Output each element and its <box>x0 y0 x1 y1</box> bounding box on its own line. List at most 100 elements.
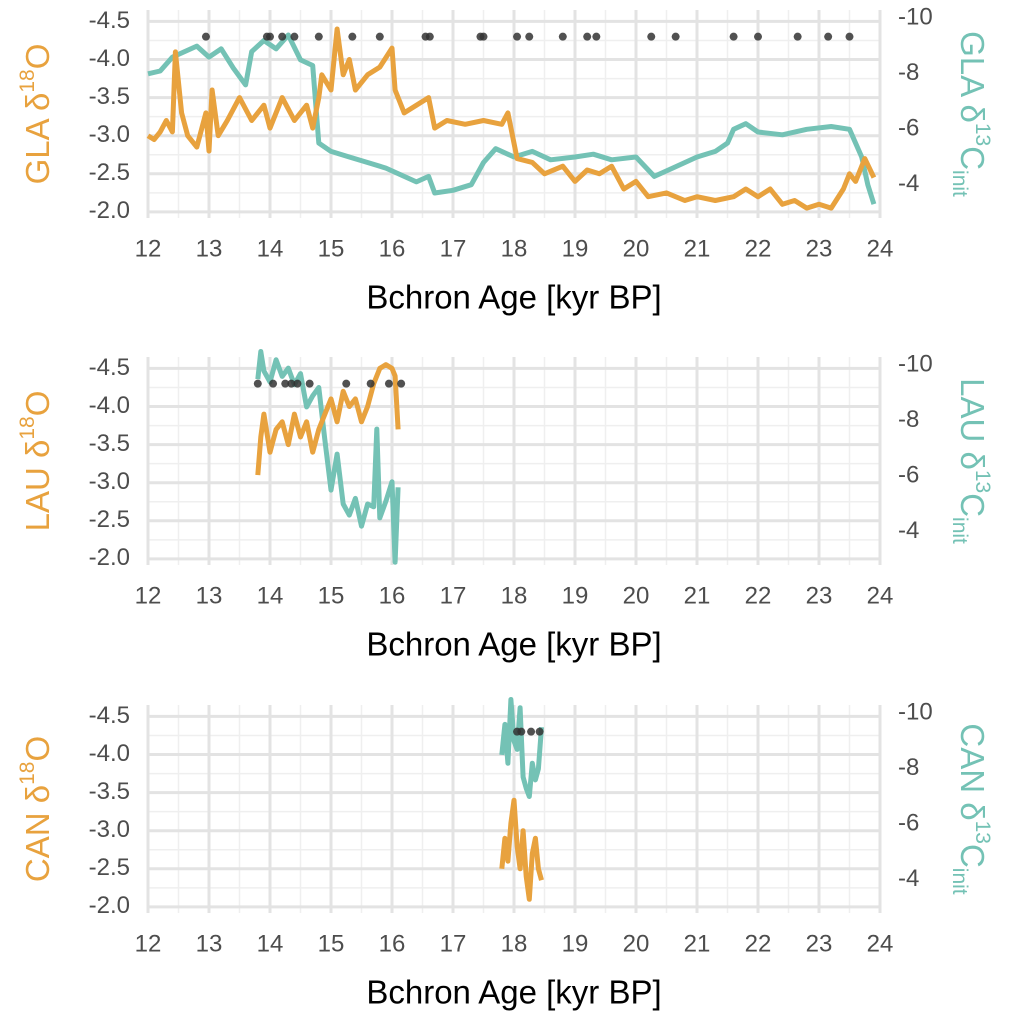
y2-tick-label: -4 <box>898 170 919 197</box>
axis-title-part: CAN δ <box>954 723 991 820</box>
panel: 12 13 14 15 16 17 18 19 20 21 22 23 24 -4.5 -4.0 -3.5 -3… <box>89 697 933 1011</box>
age-point <box>253 379 262 388</box>
x-tick-label: 24 <box>867 930 894 957</box>
axis-title-part: GLA δ <box>954 31 991 123</box>
age-point <box>384 379 393 388</box>
age-point <box>314 32 323 41</box>
y2-tick-label: -10 <box>898 699 933 726</box>
x-tick-label: 19 <box>562 930 589 957</box>
x-axis-title: Bchron Age [kyr BP] <box>366 626 661 663</box>
y-tick-label: -3.5 <box>89 778 130 805</box>
x-tick-label: 14 <box>257 930 284 957</box>
age-point <box>793 32 802 41</box>
y2-tick-label: -8 <box>898 754 919 781</box>
x-tick-label: 17 <box>440 582 467 609</box>
age-point <box>397 379 406 388</box>
axis-title-part: O <box>19 391 56 417</box>
x-tick-label: 22 <box>745 930 772 957</box>
age-point <box>305 379 314 388</box>
x-tick-label: 21 <box>684 582 711 609</box>
y-tick-label: -4.5 <box>89 7 130 34</box>
age-point <box>583 32 592 41</box>
axis-title-part: O <box>19 736 56 762</box>
y-tick-label: -2.5 <box>89 506 130 533</box>
x-tick-label: 12 <box>135 235 162 262</box>
x-tick-label: 24 <box>867 235 894 262</box>
age-point <box>479 32 488 41</box>
age-point <box>201 32 210 41</box>
axis-title-part: 13 <box>971 123 994 146</box>
age-point <box>290 32 299 41</box>
age-point <box>425 32 434 41</box>
age-point <box>558 32 567 41</box>
age-point <box>348 32 357 41</box>
age-point <box>281 379 290 388</box>
x-tick-label: 13 <box>196 930 223 957</box>
y-tick-label: -2.5 <box>89 159 130 186</box>
age-point <box>525 32 534 41</box>
axis-title-part: init <box>948 517 971 544</box>
y2-tick-label: -8 <box>898 59 919 86</box>
age-point <box>375 32 384 41</box>
axis-title-part: init <box>948 868 971 895</box>
age-point <box>647 32 656 41</box>
age-point <box>754 32 762 41</box>
series-line <box>499 697 544 799</box>
y2-tick-label: -6 <box>898 115 919 142</box>
axis-title: LAU δ13Cinit <box>948 378 994 544</box>
x-tick-label: 20 <box>623 235 650 262</box>
x-tick-label: 15 <box>318 582 345 609</box>
axis-title-part: 18 <box>16 762 39 785</box>
axis-title-part: 18 <box>16 416 39 439</box>
y-tick-label: -3.0 <box>89 121 130 148</box>
x-tick-label: 21 <box>684 930 711 957</box>
age-point <box>535 727 544 736</box>
y2-tick-label: -4 <box>898 517 919 544</box>
age-point <box>845 32 854 41</box>
series-line <box>255 349 401 565</box>
age-point <box>266 32 274 41</box>
age-point <box>278 32 287 41</box>
panel: 12 13 14 15 16 17 18 19 20 21 22 23 24 -4.5 -4.0 -3.5 -3… <box>89 349 933 663</box>
x-tick-label: 13 <box>196 235 223 262</box>
x-axis-title: Bchron Age [kyr BP] <box>366 279 661 316</box>
x-tick-label: 23 <box>806 235 833 262</box>
panel: 12 13 14 15 16 17 18 19 20 21 22 23 24 -4.5 -4.0 -3.5 -3… <box>89 4 933 316</box>
axis-title: LAU δ18O <box>16 391 56 532</box>
age-point <box>513 32 522 41</box>
axis-title-part: 13 <box>971 470 994 493</box>
axis-title-part: LAU δ <box>954 378 991 470</box>
axis-title-part: C <box>954 844 991 868</box>
x-tick-label: 22 <box>745 582 772 609</box>
y-tick-label: -3.0 <box>89 468 130 495</box>
axis-title: CAN δ13Cinit <box>948 723 994 894</box>
axis-title-part: LAU δ <box>19 440 56 532</box>
x-tick-label: 20 <box>623 930 650 957</box>
x-tick-label: 16 <box>379 582 406 609</box>
axis-title: GLA δ18O <box>16 44 56 185</box>
x-tick-label: 18 <box>501 930 528 957</box>
x-tick-label: 15 <box>318 930 345 957</box>
age-point <box>269 379 278 388</box>
axis-title: CAN δ18O <box>16 736 56 882</box>
y-tick-label: -4.5 <box>89 702 130 729</box>
y2-tick-label: -10 <box>898 351 933 378</box>
y-tick-label: -4.0 <box>89 740 130 767</box>
age-point <box>287 379 296 388</box>
y-tick-label: -4.0 <box>89 45 130 72</box>
y-tick-label: -2.5 <box>89 854 130 881</box>
age-point <box>592 32 601 41</box>
y2-tick-label: -4 <box>898 865 919 892</box>
y-tick-label: -2.0 <box>89 892 130 919</box>
x-tick-label: 16 <box>379 235 406 262</box>
x-tick-label: 14 <box>257 235 284 262</box>
y-tick-label: -3.5 <box>89 430 130 457</box>
series-line <box>147 32 877 205</box>
axis-title-part: 18 <box>16 69 39 92</box>
y-tick-label: -4.5 <box>89 354 130 381</box>
age-point <box>671 32 680 41</box>
age-point <box>342 379 351 388</box>
age-point <box>824 32 833 41</box>
x-tick-label: 16 <box>379 930 406 957</box>
